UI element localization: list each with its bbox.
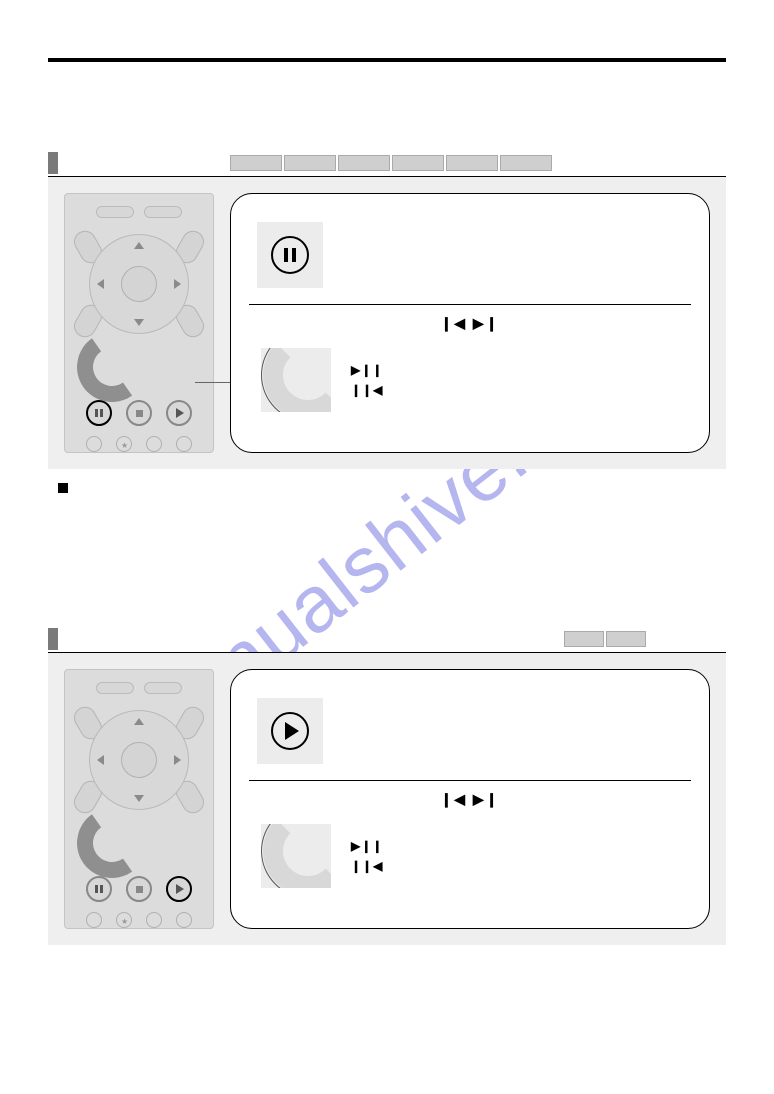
instruction-panel: ❙◀ ▶❙ ▶❙❙ ❙❙◀ [230,193,710,453]
media-type-tags [230,155,552,171]
accent-bar [48,152,58,174]
remote-pill [144,206,182,218]
remote-play-button [166,876,192,902]
remote-skip-arc [77,818,133,854]
tag [446,155,498,171]
remote-pill [96,682,134,694]
skip-arc-box [261,348,331,412]
remote-dpad [79,700,199,820]
section-still-body: ★ ❙◀ ▶❙ [48,177,726,469]
pause-button-box [257,222,323,288]
back-step-icon: ❙❙◀ [351,383,383,397]
forward-step-icon: ▶❙❙ [351,363,383,377]
instruction-panel: ❙◀ ▶❙ ▶❙❙ ❙❙◀ [230,669,710,929]
skip-arc-box [261,824,331,888]
section-slow-header [48,628,726,653]
remote-dpad [79,224,199,344]
arc-direction-labels: ▶❙❙ ❙❙◀ [351,839,383,873]
back-step-icon: ❙❙◀ [351,859,383,873]
callout-line [195,382,235,383]
remote-illustration: ★ [64,669,214,929]
tag [392,155,444,171]
tag [500,155,552,171]
panel-divider [249,780,691,781]
remote-aux-button [86,912,102,928]
media-type-tags [564,631,646,647]
tag [230,155,282,171]
remote-skip-arc [77,342,133,378]
tag [564,631,604,647]
remote-illustration: ★ [64,193,214,453]
accent-bar [48,628,58,650]
footnote-marker [58,483,68,493]
arc-direction-labels: ▶❙❙ ❙❙◀ [351,363,383,397]
remote-pill [96,206,134,218]
tag [606,631,646,647]
tag [284,155,336,171]
section-slow: ★ ❙◀ ▶❙ ▶❙❙ [48,628,726,945]
remote-play-button [166,400,192,426]
play-icon [271,712,309,750]
remote-pause-button [86,876,112,902]
section-slow-body: ★ ❙◀ ▶❙ ▶❙❙ [48,653,726,945]
panel-divider [249,304,691,305]
remote-stop-button [126,876,152,902]
pause-icon [271,236,309,274]
remote-aux-button: ★ [116,912,132,928]
remote-pause-button [86,400,112,426]
play-button-box [257,698,323,764]
section-still: ★ ❙◀ ▶❙ [48,152,726,493]
remote-pill [144,682,182,694]
remote-aux-button [146,436,162,452]
remote-aux-button [146,912,162,928]
tag [338,155,390,171]
remote-stop-button [126,400,152,426]
remote-aux-button [176,912,192,928]
forward-step-icon: ▶❙❙ [351,839,383,853]
remote-aux-button: ★ [116,436,132,452]
page-top-rule [48,58,726,62]
skip-glyphs: ❙◀ ▶❙ [249,315,691,332]
remote-aux-button [176,436,192,452]
section-still-header [48,152,726,177]
remote-aux-button [86,436,102,452]
skip-glyphs: ❙◀ ▶❙ [249,791,691,808]
